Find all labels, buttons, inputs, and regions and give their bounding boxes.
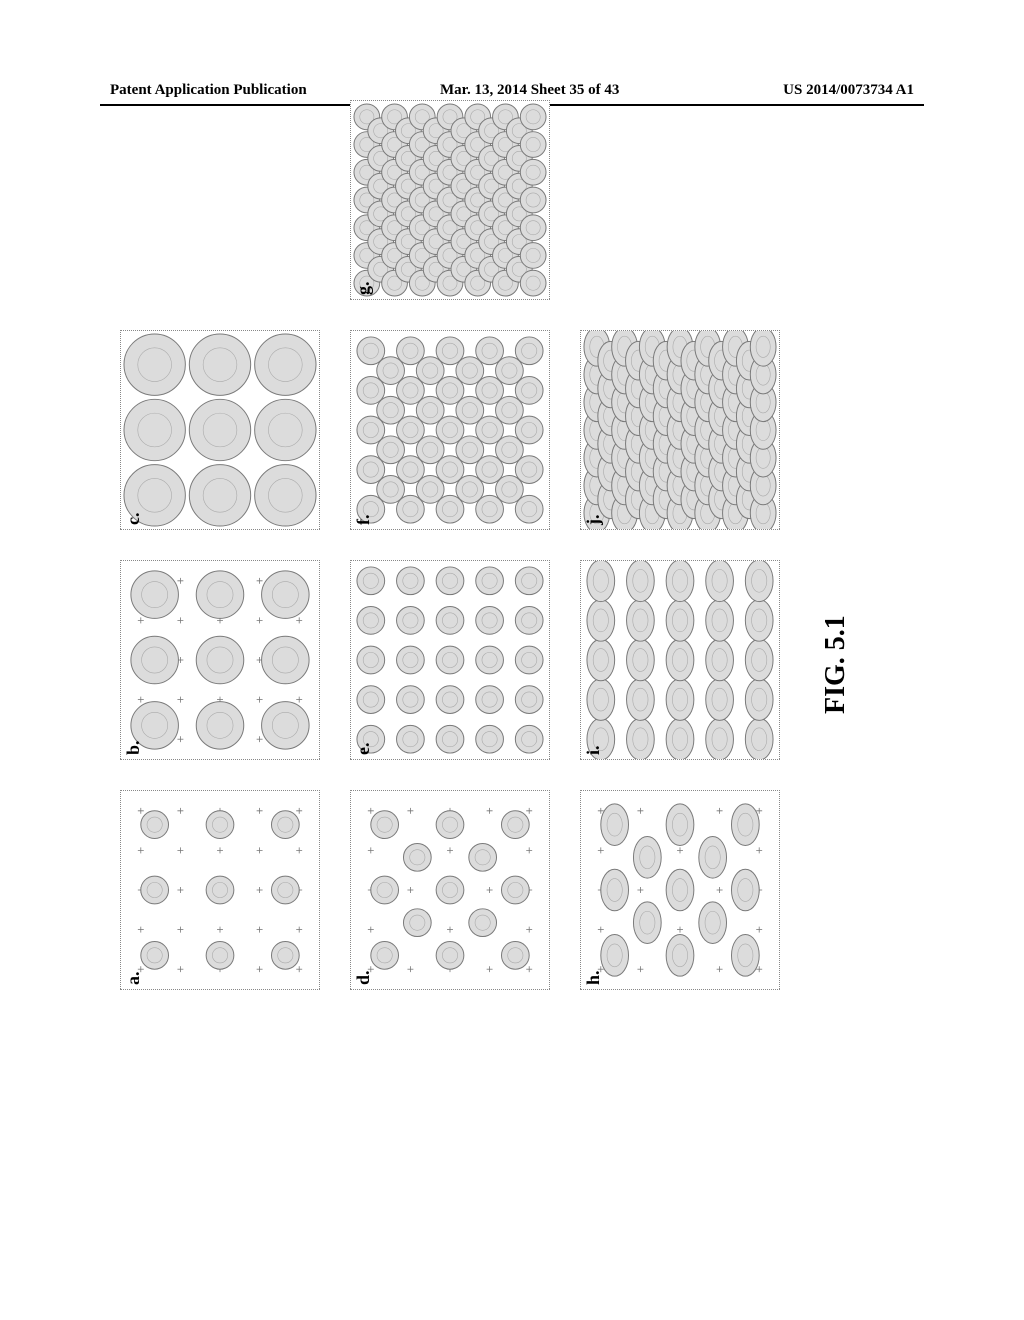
panel-label-c: c. <box>123 513 144 526</box>
panel-a: a. <box>120 790 320 990</box>
panel-j: j. <box>580 330 780 530</box>
header-right: US 2014/0073734 A1 <box>783 82 914 99</box>
panel-label-i: i. <box>583 745 604 755</box>
panel-label-d: d. <box>353 970 374 985</box>
panel-d: d. <box>350 790 550 990</box>
panel-g: g. <box>350 100 550 300</box>
panel-label-e: e. <box>353 743 374 756</box>
header-center: Mar. 13, 2014 Sheet 35 of 43 <box>440 82 619 99</box>
figure-area: a. b. c. d. e. f. g. h. i. j. FIG. 5.1 <box>120 230 880 990</box>
panel-e: e. <box>350 560 550 760</box>
panel-label-b: b. <box>123 740 144 755</box>
panel-label-h: h. <box>583 970 604 985</box>
header-left: Patent Application Publication <box>110 82 307 99</box>
panel-i: i. <box>580 560 780 760</box>
panel-b: b. <box>120 560 320 760</box>
panel-label-a: a. <box>123 972 144 986</box>
panel-label-g: g. <box>353 282 374 296</box>
panel-label-j: j. <box>583 515 604 526</box>
panel-c: c. <box>120 330 320 530</box>
panel-label-f: f. <box>353 515 374 526</box>
panel-f: f. <box>350 330 550 530</box>
figure-caption: FIG. 5.1 <box>820 615 852 714</box>
panel-h: h. <box>580 790 780 990</box>
